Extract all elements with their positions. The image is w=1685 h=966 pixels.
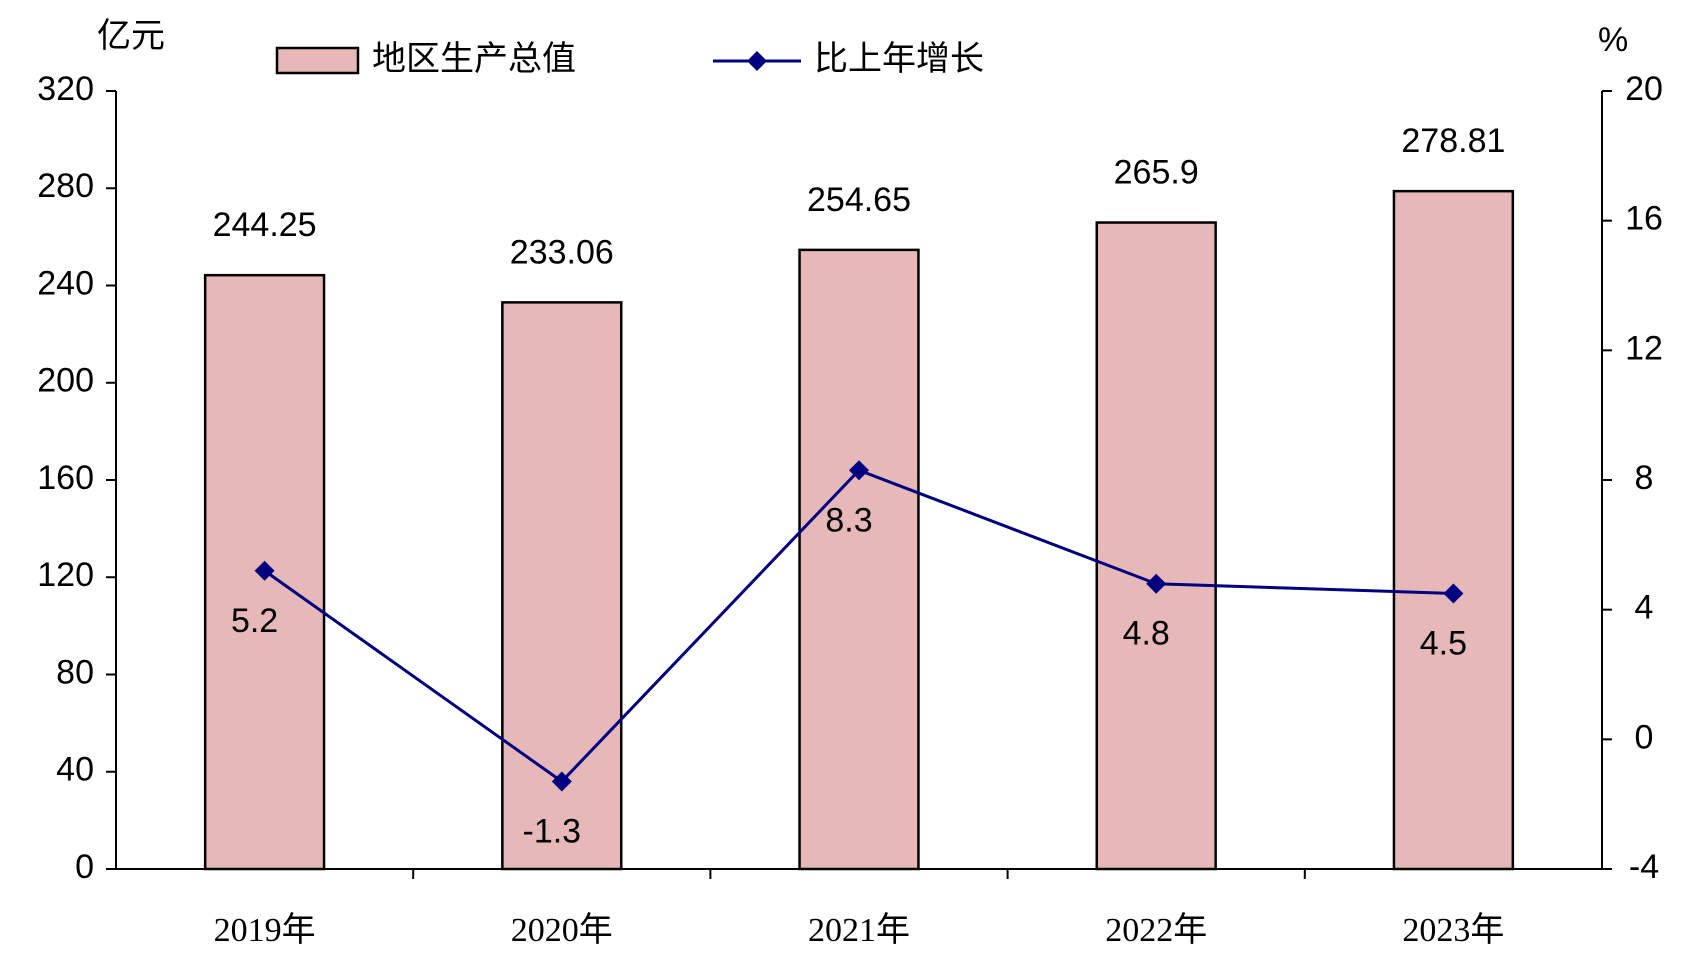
x-tick-label: 2021年 [808,911,910,949]
y-tick-label: 120 [37,556,94,594]
y-tick-label: 200 [37,362,94,400]
legend-label: 比上年增长 [814,40,984,78]
y-tick-label: 240 [37,264,94,302]
y-tick-label: 40 [56,751,94,789]
legend-swatch [747,51,767,71]
y-tick-label: 280 [37,167,94,205]
bar-value-label: 254.65 [807,181,911,219]
x-tick-label: 2019年 [214,911,316,949]
y2-axis-unit: % [1598,21,1628,59]
y2-tick-label: 12 [1625,329,1663,367]
y-tick-label: 320 [37,70,94,108]
bar [1095,221,1217,871]
y2-tick-label: 16 [1625,200,1663,238]
line-marker [1146,573,1167,594]
line-value-label: -1.3 [523,812,582,850]
y2-tick-label: 4 [1635,589,1654,627]
y2-tick-label: -4 [1629,848,1659,886]
bar [798,248,920,871]
line-marker [1443,583,1464,604]
line-value-label: 5.2 [231,602,278,640]
x-tick-label: 2022年 [1105,911,1207,949]
y-tick-label: 80 [56,653,94,691]
x-tick-label: 2020年 [511,911,613,949]
legend-swatch [275,46,360,75]
line-value-label: 4.5 [1420,624,1467,662]
bar-value-label: 265.9 [1114,154,1199,192]
y-axis-unit: 亿元 [97,17,165,55]
legend-label: 地区生产总值 [372,40,576,78]
line-value-label: 8.3 [825,501,872,539]
y2-tick-label: 8 [1635,459,1654,497]
y2-tick-label: 20 [1625,70,1663,108]
y-tick-label: 160 [37,459,94,497]
bar-value-label: 233.06 [510,233,614,271]
bar [1392,189,1515,871]
line-marker [254,560,275,581]
line-marker [551,771,572,792]
line-marker [849,460,869,481]
bar-value-label: 244.25 [213,206,317,244]
x-tick-label: 2023年 [1402,911,1504,949]
bar-value-label: 278.81 [1401,122,1505,160]
y2-tick-label: 0 [1635,718,1654,756]
line-value-label: 4.8 [1123,615,1170,653]
y-tick-label: 0 [75,848,94,886]
